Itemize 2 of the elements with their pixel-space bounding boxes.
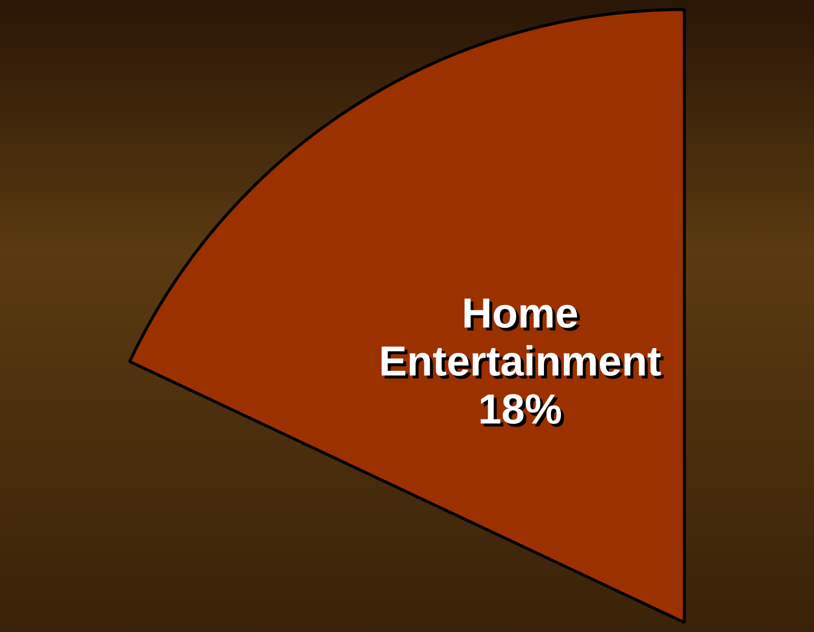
data-label: 18%: [481, 388, 566, 436]
slice-label: Home Entertainment: [382, 289, 664, 388]
